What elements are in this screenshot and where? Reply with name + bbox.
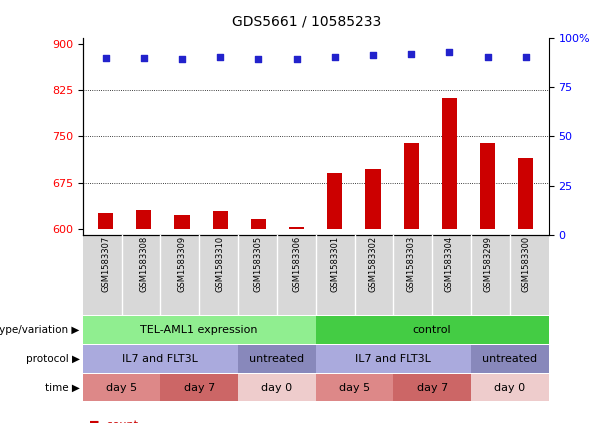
Text: untreated: untreated — [249, 354, 305, 364]
Point — [292, 55, 302, 62]
Text: protocol ▶: protocol ▶ — [26, 354, 80, 364]
Point — [101, 54, 110, 61]
Text: day 5: day 5 — [106, 383, 137, 393]
Point — [254, 55, 264, 62]
Bar — [136, 210, 151, 228]
Bar — [175, 215, 189, 228]
Bar — [365, 169, 381, 228]
Bar — [518, 158, 533, 228]
Point — [482, 54, 492, 60]
Bar — [289, 227, 304, 228]
Text: control: control — [413, 325, 452, 335]
Point — [406, 51, 416, 58]
Bar — [327, 173, 343, 228]
Bar — [98, 213, 113, 228]
Text: day 0: day 0 — [261, 383, 292, 393]
Point — [215, 54, 225, 60]
Text: GDS5661 / 10585233: GDS5661 / 10585233 — [232, 15, 381, 29]
Text: untreated: untreated — [482, 354, 538, 364]
Bar — [480, 143, 495, 228]
Bar — [213, 212, 228, 228]
Text: day 0: day 0 — [494, 383, 525, 393]
Bar — [403, 143, 419, 228]
Text: TEL-AML1 expression: TEL-AML1 expression — [140, 325, 258, 335]
Text: day 7: day 7 — [417, 383, 447, 393]
Point — [330, 54, 340, 60]
Bar — [251, 220, 266, 228]
Text: ■  count: ■ count — [89, 420, 138, 423]
Bar — [442, 98, 457, 228]
Point — [177, 55, 187, 62]
Point — [139, 54, 149, 61]
Text: IL7 and FLT3L: IL7 and FLT3L — [356, 354, 432, 364]
Text: day 5: day 5 — [339, 383, 370, 393]
Point — [368, 52, 378, 59]
Point — [444, 49, 454, 55]
Text: time ▶: time ▶ — [45, 383, 80, 393]
Point — [521, 54, 531, 60]
Text: genotype/variation ▶: genotype/variation ▶ — [0, 325, 80, 335]
Text: IL7 and FLT3L: IL7 and FLT3L — [123, 354, 199, 364]
Text: day 7: day 7 — [184, 383, 215, 393]
